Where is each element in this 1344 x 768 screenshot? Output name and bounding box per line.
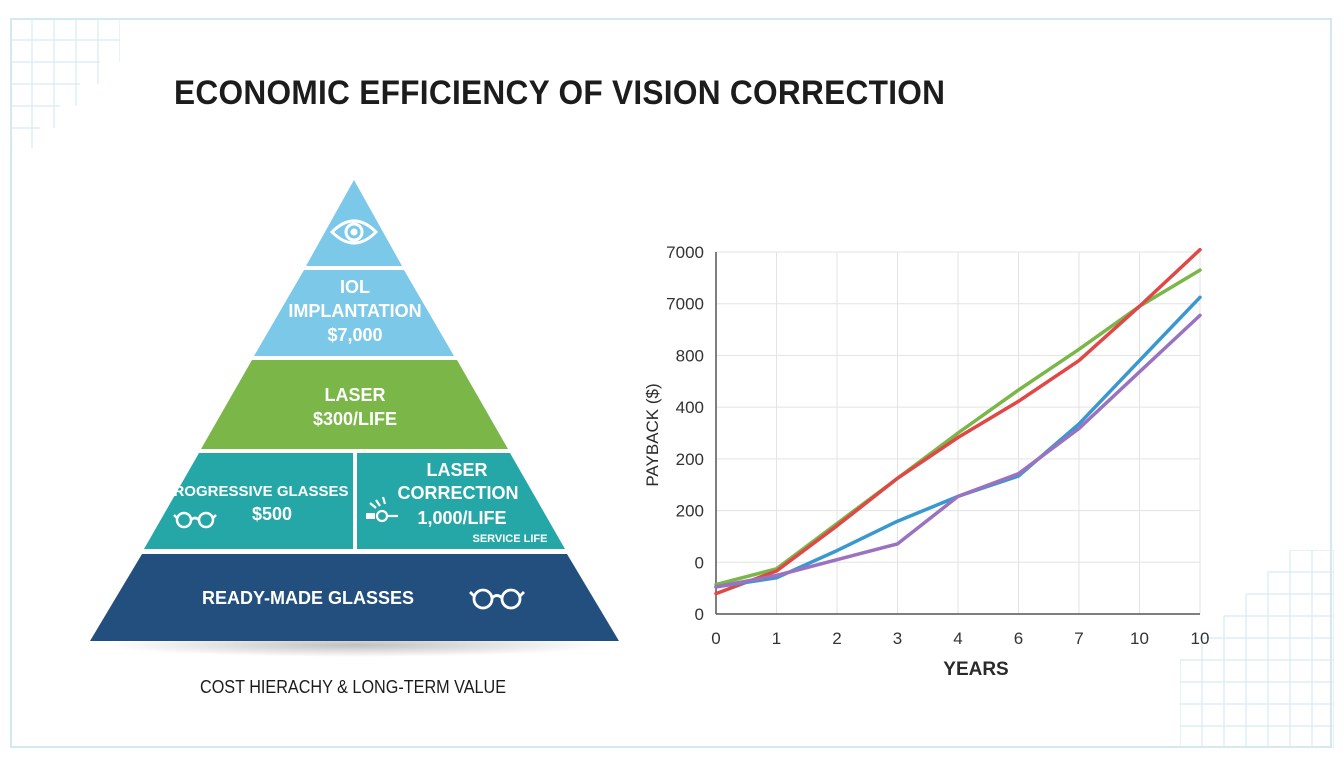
y-tick-label: 0 — [695, 553, 704, 572]
x-axis-label: YEARS — [943, 659, 1008, 680]
tier-ready-made-label: READY-MADE GLASSES — [202, 588, 414, 608]
chart-axes — [715, 252, 1200, 615]
chart-series — [714, 247, 1202, 596]
y-tick-label: 0 — [695, 605, 704, 624]
tier-laser-label: LASER — [324, 385, 385, 405]
y-tick-label: 7000 — [666, 243, 704, 262]
laser-icon — [366, 496, 398, 523]
glasses-icon — [469, 588, 525, 610]
x-tick-label: 6 — [1014, 629, 1023, 648]
x-tick-label: 1 — [772, 629, 781, 648]
pyramid-tier-laser — [201, 360, 508, 449]
pyramid-tier-ready-made — [90, 554, 619, 641]
y-tick-label: 7000 — [666, 295, 704, 314]
series-line-1 — [714, 268, 1202, 587]
pyramid-tier-laser-correction — [357, 453, 565, 549]
x-tick-label: 10 — [1191, 629, 1210, 648]
tier-iol-label: IOL — [340, 277, 370, 297]
tier-iol-price: $7,000 — [327, 325, 382, 345]
x-tick-label: 7 — [1074, 629, 1083, 648]
pyramid-caption: COST HIERACHY & LONG-TERM VALUE — [200, 677, 507, 697]
y-tick-label: 800 — [676, 346, 704, 365]
page-title: ECONOMIC EFFICIENCY OF VISION CORRECTION — [174, 74, 946, 112]
pyramid-tier-progressive — [144, 453, 353, 549]
pyramid-tier-iol — [254, 270, 454, 356]
tier-laser-price: $300/LIFE — [313, 409, 397, 429]
y-tick-label: 200 — [676, 450, 704, 469]
x-tick-label: 2 — [832, 629, 841, 648]
slide-frame — [10, 18, 1332, 748]
tier-progressive-label: PROGRESSIVE GLASSES — [163, 483, 348, 500]
y-axis-ticks: 0 0 200 200 400 800 7000 7000 — [666, 243, 704, 624]
tier-laser-correction-price: 1,000/LIFE — [417, 508, 506, 528]
cost-pyramid: IOL IMPLANTATION $7,000 LASER $300/LIFE … — [90, 180, 619, 657]
x-tick-label: 3 — [893, 629, 902, 648]
y-axis-label: PAYBACK ($) — [643, 383, 662, 486]
grid-decoration-top-left — [10, 18, 120, 148]
y-tick-label: 400 — [676, 398, 704, 417]
grid-decoration-bottom-right — [1180, 550, 1334, 748]
tier-laser-correction-label: CORRECTION — [398, 483, 519, 503]
tier-laser-correction-note: SERVICE LIFE — [473, 533, 548, 545]
series-line-4 — [714, 313, 1202, 589]
x-axis-ticks: 0 1 2 3 4 6 7 10 10 — [711, 629, 1209, 648]
eye-icon — [329, 219, 379, 245]
tier-iol-label: IMPLANTATION — [288, 301, 421, 321]
tier-progressive-price: $500 — [252, 504, 292, 524]
x-tick-label: 10 — [1130, 629, 1149, 648]
x-tick-label: 4 — [953, 629, 962, 648]
x-tick-label: 0 — [711, 629, 720, 648]
y-tick-label: 200 — [676, 502, 704, 521]
glasses-icon — [173, 511, 217, 529]
series-line-2 — [714, 247, 1202, 596]
tier-laser-correction-label: LASER — [426, 460, 487, 480]
